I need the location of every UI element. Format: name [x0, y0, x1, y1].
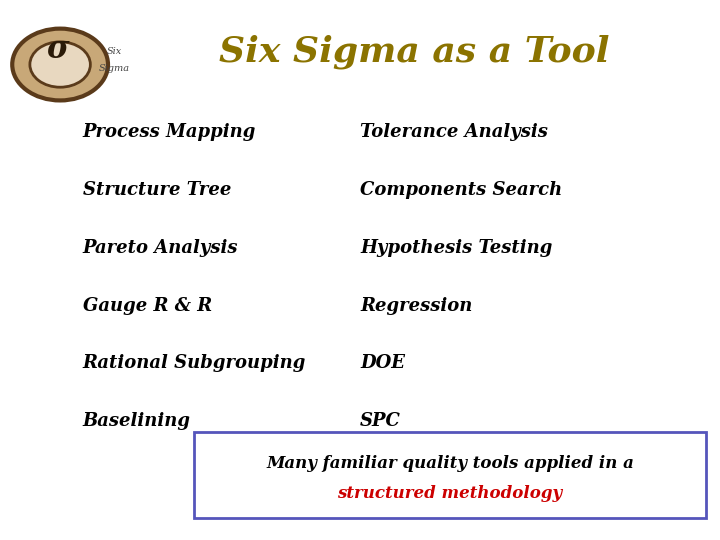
Text: Structure Tree: Structure Tree [83, 181, 231, 199]
Text: DOE: DOE [360, 354, 405, 373]
Circle shape [12, 29, 108, 100]
Text: Baselining: Baselining [83, 412, 191, 430]
Text: SPC: SPC [360, 412, 401, 430]
Text: σ: σ [46, 34, 69, 65]
Text: Rational Subgrouping: Rational Subgrouping [83, 354, 306, 373]
Text: Many familiar quality tools applied in a: Many familiar quality tools applied in a [266, 455, 634, 472]
Text: Tolerance Analysis: Tolerance Analysis [360, 123, 548, 141]
Text: Sigma: Sigma [99, 64, 130, 73]
Text: Six Sigma as a Tool: Six Sigma as a Tool [219, 34, 609, 69]
Text: Hypothesis Testing: Hypothesis Testing [360, 239, 552, 257]
Text: Pareto Analysis: Pareto Analysis [83, 239, 238, 257]
Text: Six: Six [107, 47, 122, 56]
FancyBboxPatch shape [194, 432, 706, 518]
Text: Gauge R & R: Gauge R & R [83, 296, 212, 315]
Text: Components Search: Components Search [360, 181, 562, 199]
Text: structured methodology: structured methodology [338, 484, 562, 502]
Text: Process Mapping: Process Mapping [83, 123, 256, 141]
Circle shape [30, 42, 90, 87]
Text: Regression: Regression [360, 296, 472, 315]
